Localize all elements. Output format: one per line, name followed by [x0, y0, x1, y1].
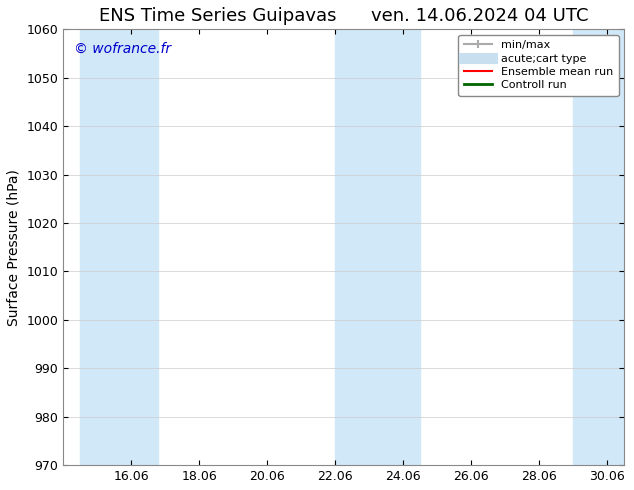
Legend: min/max, acute;cart type, Ensemble mean run, Controll run: min/max, acute;cart type, Ensemble mean …: [458, 35, 619, 96]
Text: © wofrance.fr: © wofrance.fr: [74, 42, 172, 56]
Bar: [335, 29, 420, 465]
Bar: [573, 29, 624, 465]
Title: ENS Time Series Guipavas      ven. 14.06.2024 04 UTC: ENS Time Series Guipavas ven. 14.06.2024…: [99, 7, 588, 25]
Y-axis label: Surface Pressure (hPa): Surface Pressure (hPa): [7, 169, 21, 326]
Bar: [81, 29, 158, 465]
